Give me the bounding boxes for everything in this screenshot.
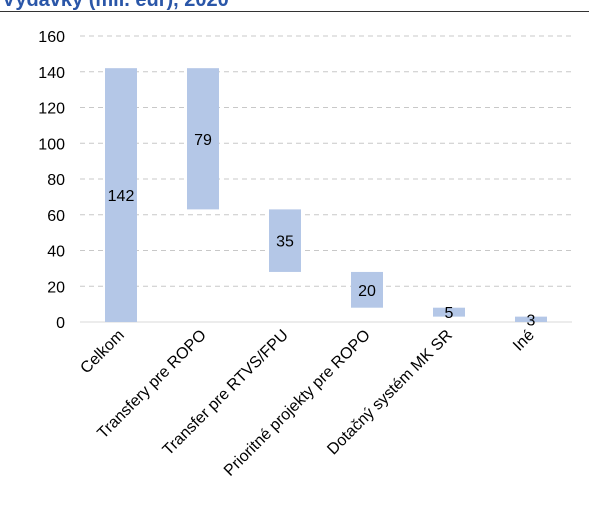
bar <box>269 209 301 272</box>
category-label: Prioritné projekty pre ROPO <box>221 327 374 480</box>
y-tick-label: 160 <box>38 29 65 46</box>
data-label: 20 <box>358 283 376 300</box>
y-tick-label: 140 <box>38 65 65 82</box>
data-label: 35 <box>276 234 294 251</box>
y-axis-labels: 0 20 40 60 80 100 120 140 160 <box>38 29 65 332</box>
title-rule <box>0 11 589 12</box>
gridlines <box>80 35 572 323</box>
y-tick-label: 40 <box>47 244 65 261</box>
bar <box>433 307 465 317</box>
bar <box>187 68 219 210</box>
bars <box>105 68 547 322</box>
y-tick-label: 100 <box>38 136 65 153</box>
y-tick-label: 20 <box>47 279 65 296</box>
y-tick-label: 0 <box>56 315 65 332</box>
bar <box>351 271 383 308</box>
data-label: 5 <box>445 305 454 322</box>
bar <box>515 316 547 322</box>
chart-title: Výdavky (mil. eur), 2020 <box>2 0 229 11</box>
y-tick-label: 60 <box>47 208 65 225</box>
category-label: Iné <box>510 327 538 355</box>
data-label: 142 <box>108 188 135 205</box>
data-label: 3 <box>527 312 536 329</box>
data-labels: 142 79 35 20 5 3 <box>108 132 536 330</box>
data-label: 79 <box>194 132 212 149</box>
y-tick-label: 120 <box>38 101 65 118</box>
y-tick-label: 80 <box>47 172 65 189</box>
category-label: Celkom <box>77 327 127 377</box>
bar <box>105 68 137 322</box>
chart-title-strip: Výdavky (mil. eur), 2020 <box>0 0 589 12</box>
